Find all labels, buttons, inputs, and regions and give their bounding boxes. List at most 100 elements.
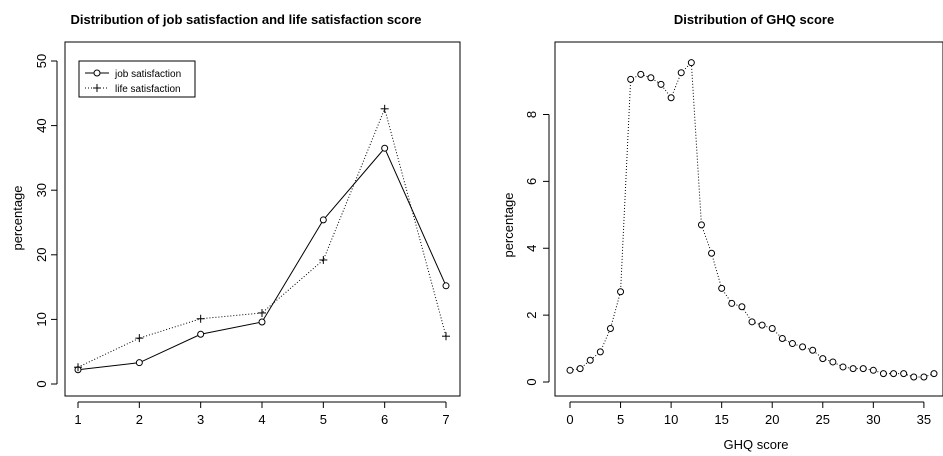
x-tick-label: 6 <box>381 412 388 427</box>
y-axis: 0 10 20 30 40 50 <box>34 54 58 388</box>
data-point <box>738 303 746 311</box>
data-point <box>566 366 574 374</box>
series-line <box>77 147 447 371</box>
legend-box <box>78 60 196 98</box>
data-point <box>900 370 908 378</box>
data-point <box>890 370 898 378</box>
data-point <box>135 359 143 367</box>
series-0 <box>74 144 450 374</box>
y-tick-label: 8 <box>524 111 539 118</box>
data-point <box>196 314 205 323</box>
data-point <box>647 74 655 82</box>
data-point <box>617 288 625 296</box>
data-point <box>778 335 786 343</box>
data-point <box>708 249 716 257</box>
plot-frame <box>554 41 943 397</box>
data-point <box>657 80 665 88</box>
y-tick-label: 0 <box>524 378 539 385</box>
chart-title: Distribution of job satisfaction and lif… <box>70 12 421 27</box>
data-point <box>258 318 266 326</box>
legend-marker-job <box>93 69 101 77</box>
data-point <box>697 221 705 229</box>
y-tick-label: 20 <box>34 248 49 262</box>
data-point <box>809 346 817 354</box>
data-point <box>197 330 205 338</box>
data-point <box>849 365 857 373</box>
data-point <box>319 216 327 224</box>
y-tick-label: 40 <box>34 118 49 132</box>
y-tick-label: 6 <box>524 178 539 185</box>
ghq-score-chart: Distribution of GHQ score 0 5 10 15 20 25 30 35… <box>501 12 943 452</box>
series-line <box>569 61 935 378</box>
data-point <box>819 355 827 363</box>
x-tick-label: 7 <box>442 412 449 427</box>
x-axis: 1 2 3 4 5 6 7 <box>74 401 450 427</box>
data-point <box>728 299 736 307</box>
y-axis-label: percentage <box>501 192 516 257</box>
data-point <box>718 284 726 292</box>
y-tick-label: 30 <box>34 183 49 197</box>
data-point <box>910 373 918 381</box>
x-tick-label: 5 <box>320 412 327 427</box>
x-tick-label: 2 <box>136 412 143 427</box>
y-tick-label: 50 <box>34 54 49 68</box>
data-point <box>687 59 695 67</box>
x-tick-label: 15 <box>714 412 728 427</box>
x-tick-label: 3 <box>197 412 204 427</box>
x-tick-label: 10 <box>664 412 678 427</box>
series-group <box>566 59 938 381</box>
y-axis-label: percentage <box>10 185 25 250</box>
data-point <box>758 321 766 329</box>
plot-frame <box>64 41 461 397</box>
data-point <box>606 325 614 332</box>
data-point <box>381 144 389 152</box>
x-axis: 0 5 10 15 20 25 30 35 <box>566 401 931 427</box>
series-group <box>74 104 450 374</box>
data-point <box>930 370 938 378</box>
data-point <box>920 373 928 381</box>
data-point <box>788 340 796 348</box>
data-point <box>839 363 847 371</box>
y-tick-label: 10 <box>34 312 49 326</box>
data-point <box>442 282 450 290</box>
x-tick-label: 5 <box>617 412 624 427</box>
legend: job satisfaction life satisfaction <box>78 60 196 98</box>
data-point <box>768 325 776 332</box>
data-point <box>667 94 675 102</box>
x-tick-label: 25 <box>816 412 830 427</box>
data-point <box>829 358 837 366</box>
data-point <box>596 348 604 356</box>
series-0 <box>566 59 938 381</box>
y-tick-label: 4 <box>524 245 539 252</box>
data-point <box>879 370 887 378</box>
data-point <box>576 365 584 373</box>
data-point <box>799 343 807 351</box>
y-tick-label: 2 <box>524 312 539 319</box>
data-point <box>869 366 877 374</box>
data-point <box>677 69 685 77</box>
x-tick-label: 30 <box>866 412 880 427</box>
legend-label-life: life satisfaction <box>115 84 181 95</box>
chart-title: Distribution of GHQ score <box>674 12 834 27</box>
x-tick-label: 20 <box>765 412 779 427</box>
data-point <box>748 318 756 326</box>
data-point <box>637 70 645 78</box>
series-line <box>77 107 447 368</box>
data-point <box>319 255 328 264</box>
data-point <box>442 332 450 341</box>
job-life-satisfaction-chart: Distribution of job satisfaction and lif… <box>10 12 461 427</box>
data-point <box>74 363 82 372</box>
data-point <box>380 104 389 113</box>
y-tick-label: 0 <box>34 380 49 387</box>
legend-label-job: job satisfaction <box>114 69 181 80</box>
data-point <box>859 365 867 373</box>
data-point <box>627 75 635 83</box>
series-1 <box>74 104 450 372</box>
x-tick-label: 1 <box>74 412 81 427</box>
legend-marker-life <box>93 84 101 92</box>
x-tick-label: 35 <box>917 412 931 427</box>
x-tick-label: 0 <box>566 412 573 427</box>
x-axis-label: GHQ score <box>723 437 788 452</box>
data-point <box>135 334 144 343</box>
